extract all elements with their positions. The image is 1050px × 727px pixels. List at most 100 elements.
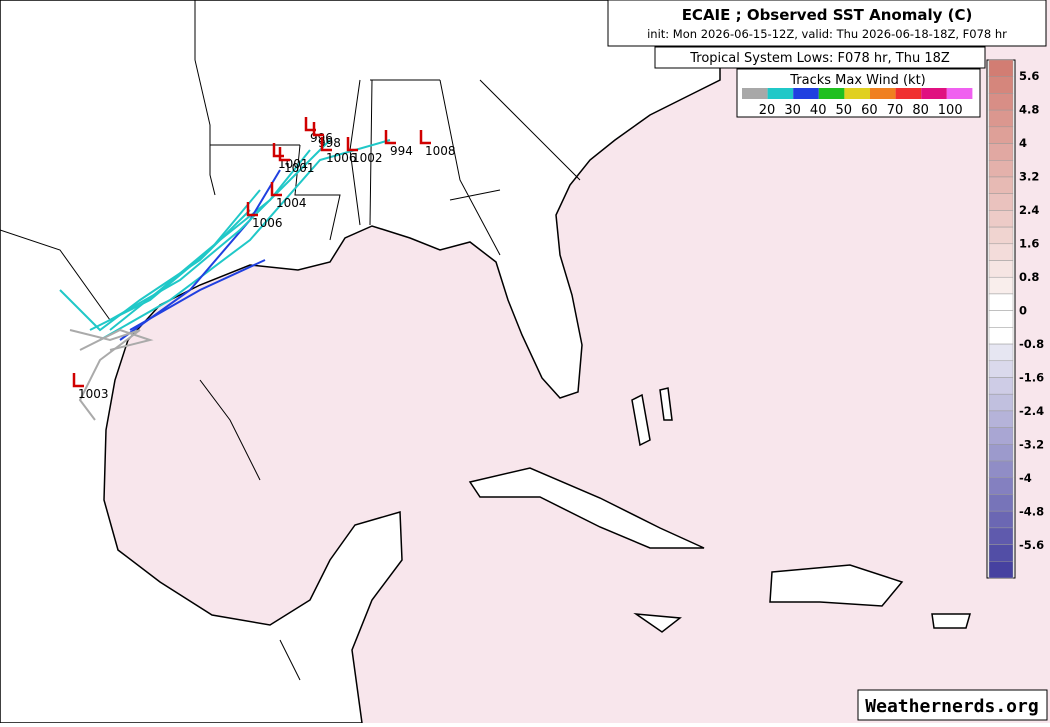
colorbar-label: -2.4	[1019, 404, 1044, 418]
colorbar-cell	[988, 393, 1014, 412]
low-pressure-label: 1008	[425, 144, 456, 158]
colorbar-cell	[988, 193, 1014, 211]
wind-legend-title: Tracks Max Wind (kt)	[789, 73, 926, 88]
colorbar-cell	[988, 276, 1014, 295]
low-pressure-label: 1006	[326, 151, 357, 165]
colorbar-cell	[988, 544, 1014, 562]
wind-swatch	[767, 88, 794, 99]
track	[99, 139, 391, 341]
colorbar-cell	[988, 109, 1014, 128]
colorbar-cell	[988, 226, 1014, 245]
low-pressure-label: 1001	[284, 161, 315, 175]
wind-label: 50	[836, 103, 853, 118]
colorbar-label: 4	[1019, 136, 1027, 150]
title-box	[607, 0, 1047, 47]
colorbar-cell	[988, 160, 1014, 178]
bahamas	[631, 387, 673, 447]
colorbar-cell	[988, 561, 1014, 579]
colorbar-cell	[988, 210, 1014, 228]
colorbar-cell	[988, 377, 1014, 395]
cuba	[468, 467, 705, 549]
low-marker	[304, 117, 316, 132]
colorbar-label: -4	[1019, 471, 1032, 485]
colorbar-cell	[988, 427, 1014, 445]
low-marker	[312, 122, 324, 137]
low-pressure-label: 1004	[276, 196, 307, 210]
low-marker	[384, 130, 396, 145]
wind-label: 30	[784, 103, 801, 118]
colorbar-label: 0.8	[1019, 270, 1039, 284]
wind-label: 70	[887, 103, 904, 118]
colorbar-label: 5.6	[1019, 69, 1039, 83]
wind-swatch	[818, 88, 845, 99]
colorbar-cell	[988, 460, 1014, 478]
colorbar-cell	[988, 327, 1014, 345]
low-marker	[320, 137, 332, 152]
colorbar-cell	[988, 494, 1014, 512]
wind-label: 20	[759, 103, 776, 118]
low-pressure-label: 1002	[352, 151, 383, 165]
wind-label: 40	[810, 103, 827, 118]
colorbar-label: 0	[1019, 304, 1027, 318]
colorbar-cell	[988, 527, 1014, 545]
low-marker	[419, 130, 431, 145]
colorbar-cell	[988, 176, 1014, 194]
credit: Weathernerds.org	[865, 696, 1038, 717]
colorbar-cell	[988, 293, 1014, 311]
wind-label: 80	[912, 103, 929, 118]
low-pressure-label: 1003	[78, 387, 109, 401]
colorbar-cell	[988, 360, 1014, 378]
colorbar-cell	[988, 260, 1014, 278]
track	[79, 328, 154, 351]
colorbar-cell	[988, 410, 1014, 428]
low-pressure-label: 994	[390, 144, 413, 158]
low-marker	[270, 182, 282, 197]
hispaniola	[769, 564, 904, 607]
colorbar-cell	[988, 477, 1014, 495]
low-pressure-label: 998	[318, 136, 341, 150]
track	[59, 209, 251, 332]
storm-tracks	[59, 139, 391, 421]
colorbar-cell	[988, 126, 1014, 144]
subtitle-box	[654, 46, 986, 69]
low-marker	[246, 202, 258, 217]
credit-box	[857, 689, 1048, 721]
wind-swatch	[870, 88, 896, 99]
wind-swatch	[946, 88, 973, 99]
low-marker	[346, 137, 358, 152]
wind-swatch	[921, 88, 947, 99]
colorbar-label: -1.6	[1019, 371, 1044, 385]
track	[109, 139, 331, 321]
wind-swatch	[793, 88, 819, 99]
colorbar-label: -5.6	[1019, 538, 1044, 552]
colorbar-cell	[988, 243, 1014, 261]
colorbar: 5.6 4.8 4 3.2 2.4 1.6 0.8 0 -0.8 -1.6 -2.4 -3.2 -4 -4…	[988, 59, 1044, 579]
low-pressure-label: 1006	[252, 216, 283, 230]
wind-label: 100	[938, 103, 963, 118]
colorbar-cell	[988, 343, 1014, 362]
colorbar-label: 4.8	[1019, 103, 1039, 117]
colorbar-cell	[988, 310, 1014, 328]
colorbar-cell	[988, 59, 1014, 77]
wind-swatch	[742, 88, 768, 99]
colorbar-label: -3.2	[1019, 438, 1044, 452]
jamaica	[633, 612, 682, 633]
track	[129, 259, 266, 331]
low-marker	[72, 373, 84, 388]
wind-swatch	[844, 88, 870, 99]
colorbar-label: 2.4	[1019, 203, 1039, 217]
colorbar-cell	[988, 143, 1014, 161]
colorbar-cell	[988, 510, 1014, 529]
colorbar-label: 3.2	[1019, 170, 1039, 184]
wind-legend: 20 30 40 50 60 70 80 100	[742, 88, 973, 118]
colorbar-cell	[988, 93, 1014, 111]
subtitle: Tropical System Lows: F078 hr, Thu 18Z	[689, 51, 950, 66]
colorbar-label: -4.8	[1019, 505, 1044, 519]
puerto-rico	[931, 613, 971, 629]
wind-swatch	[895, 88, 922, 99]
init-line: init: Mon 2026-06-15-12Z, valid: Thu 202…	[647, 27, 1007, 41]
title: ECAIE ; Observed SST Anomaly (C)	[682, 6, 973, 24]
north-america	[0, 0, 721, 724]
